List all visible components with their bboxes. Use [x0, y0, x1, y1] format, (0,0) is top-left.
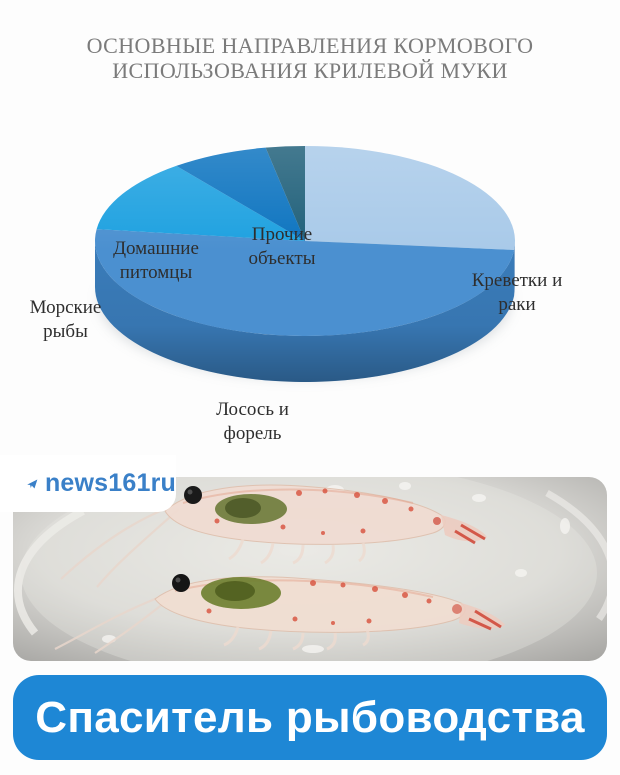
pie-label-pets: Домашние питомцы: [113, 238, 199, 283]
watermark-text: news161ru: [44, 469, 176, 497]
pie-label-salmon-trout: Лосось и форель: [216, 399, 289, 444]
water-droplets: [102, 482, 570, 653]
telegram-plane-icon: [27, 479, 38, 488]
krill-upper: [60, 484, 487, 588]
krill-eye: [172, 574, 190, 592]
chart-title: ОСНОВНЫЕ НАПРАВЛЕНИЯ КОРМОВОГО ИСПОЛЬЗОВ…: [0, 33, 620, 83]
krill-lower: [54, 574, 505, 654]
caption-text: Спаситель рыбоводства: [35, 692, 585, 742]
pie-label-other: Прочие объекты: [248, 224, 316, 269]
chart-title-line2: ИСПОЛЬЗОВАНИЯ КРИЛЕВОЙ МУКИ: [112, 58, 508, 83]
caption-banner: Спаситель рыбоводства: [13, 675, 607, 760]
dish-rim: [13, 507, 85, 636]
pie-label-marine-fish: Морские рыбы: [29, 297, 102, 342]
pie-slice: [305, 146, 515, 250]
pie-label-shrimp-crabs: Креветки и раки: [471, 270, 563, 315]
chart-title-line1: ОСНОВНЫЕ НАПРАВЛЕНИЯ КОРМОВОГО: [86, 33, 534, 58]
krill-eye: [184, 486, 202, 504]
pie-chart: Креветки и раки Морские рыбы Домашние пи…: [0, 128, 620, 418]
watermark-badge: news161ru: [0, 455, 176, 512]
